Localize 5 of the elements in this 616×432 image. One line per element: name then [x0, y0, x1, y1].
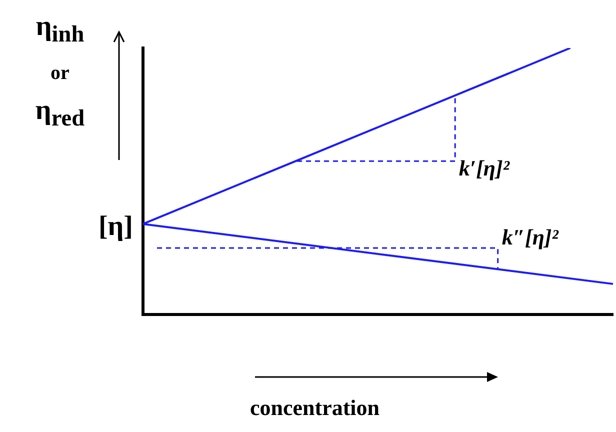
- text: [η]: [98, 211, 133, 242]
- annotation: k′[η]²: [458, 155, 510, 180]
- x-axis-title: concentration: [250, 395, 380, 421]
- y-axis-title: η$_{inh}$ or η$_{red}$: [34, 10, 86, 134]
- annotation: k″[η]²: [502, 224, 559, 250]
